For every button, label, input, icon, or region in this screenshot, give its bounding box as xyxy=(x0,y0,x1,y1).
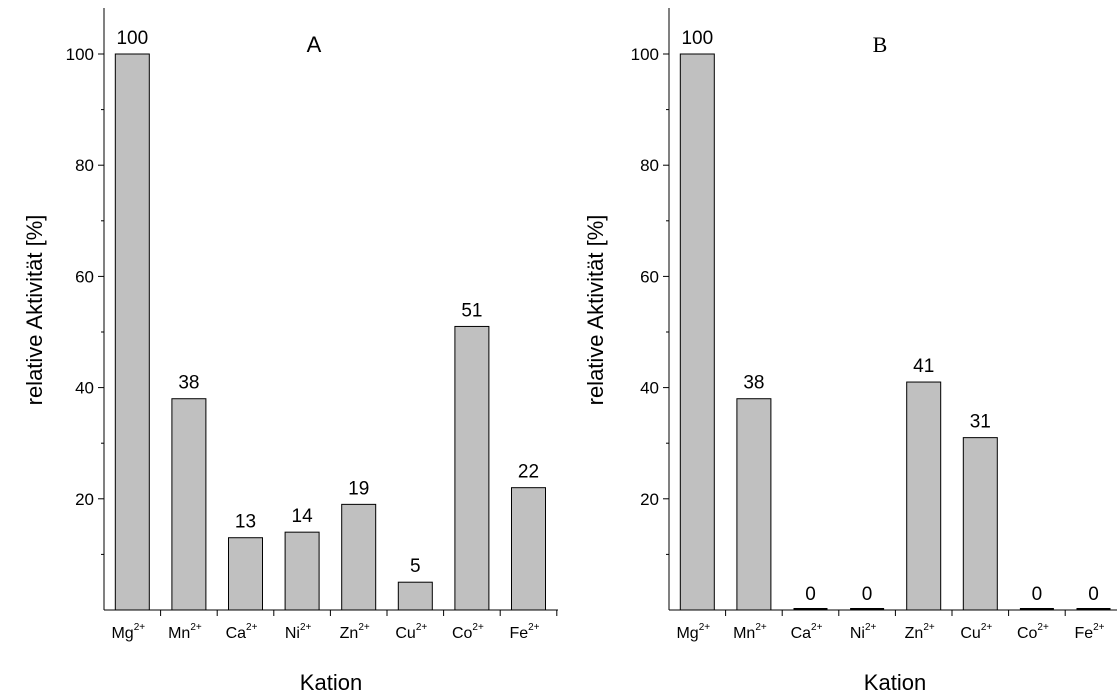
category-label-sup: 2+ xyxy=(246,622,258,633)
category-label: Zn2+ xyxy=(905,622,935,642)
data-label: 100 xyxy=(681,28,713,49)
data-label: 19 xyxy=(348,478,369,499)
category-label-sup: 2+ xyxy=(528,622,540,633)
bar-cu xyxy=(962,437,998,611)
category-label: Mn2+ xyxy=(168,622,202,642)
category-label: Co2+ xyxy=(1017,622,1049,642)
category-label-base: Fe xyxy=(509,625,528,642)
y-tick-label: 60 xyxy=(640,267,659,286)
data-label: 0 xyxy=(1032,584,1043,605)
category-label-base: Mn xyxy=(168,625,190,642)
category-label-base: Ca xyxy=(226,625,247,642)
category-label-base: Co xyxy=(452,625,473,642)
data-label: 31 xyxy=(970,412,991,433)
category-label: Cu2+ xyxy=(960,622,992,642)
y-tick-label: 40 xyxy=(75,379,94,398)
category-label-sup: 2+ xyxy=(755,622,767,633)
y-tick-label: 20 xyxy=(640,490,659,509)
category-label-base: Zn xyxy=(340,625,359,642)
y-tick-label: 100 xyxy=(631,45,659,64)
category-label-sup: 2+ xyxy=(358,622,370,633)
category-label: Ni2+ xyxy=(285,622,312,642)
category-label-sup: 2+ xyxy=(1093,622,1105,633)
chart-panel-b: 20406080100100Mg2+38Mn2+0Ca2+0Ni2+41Zn2+… xyxy=(583,8,1117,695)
bar-fe xyxy=(511,487,546,611)
category-label: Mn2+ xyxy=(733,622,767,642)
category-label: Co2+ xyxy=(452,622,484,642)
y-tick-label: 80 xyxy=(640,156,659,175)
category-label-sup: 2+ xyxy=(416,622,428,633)
category-label-sup: 2+ xyxy=(300,622,312,633)
category-label-base: Cu xyxy=(395,625,415,642)
panel-label: B xyxy=(873,32,888,57)
category-label-sup: 2+ xyxy=(190,622,202,633)
category-label: Fe2+ xyxy=(1074,622,1104,642)
category-label-sup: 2+ xyxy=(699,622,711,633)
category-label: Fe2+ xyxy=(509,622,539,642)
category-label-base: Ni xyxy=(850,625,865,642)
category-label-base: Co xyxy=(1017,625,1038,642)
category-label-base: Fe xyxy=(1074,625,1093,642)
bar-cu xyxy=(397,581,433,611)
bar-co xyxy=(454,325,490,611)
bar-ni xyxy=(284,531,320,611)
y-tick-label: 80 xyxy=(75,156,94,175)
y-axis-title: relative Aktivität [%] xyxy=(22,215,47,406)
category-label-sup: 2+ xyxy=(865,622,877,633)
data-label: 22 xyxy=(518,462,539,483)
category-label-sup: 2+ xyxy=(981,622,993,633)
category-label: Zn2+ xyxy=(340,622,370,642)
category-label-base: Ni xyxy=(285,625,300,642)
chart-panel-a: 20406080100100Mg2+38Mn2+13Ca2+14Ni2+19Zn… xyxy=(22,8,558,695)
bar-zn xyxy=(341,503,377,611)
category-label-base: Mg xyxy=(111,625,133,642)
category-label-base: Mg xyxy=(676,625,698,642)
data-label: 0 xyxy=(862,584,873,605)
category-label-base: Cu xyxy=(960,625,980,642)
category-label: Ca2+ xyxy=(226,622,258,642)
data-label: 0 xyxy=(1088,584,1099,605)
y-axis-title: relative Aktivität [%] xyxy=(583,215,608,406)
data-label: 5 xyxy=(410,556,421,577)
category-label-sup: 2+ xyxy=(134,622,146,633)
data-label: 0 xyxy=(805,584,816,605)
category-label: Cu2+ xyxy=(395,622,427,642)
x-axis-title: Kation xyxy=(300,670,362,695)
data-label: 38 xyxy=(178,373,199,394)
panel-label: A xyxy=(307,32,322,57)
bar-ca xyxy=(228,537,263,611)
category-label-sup: 2+ xyxy=(811,622,823,633)
category-label: Ni2+ xyxy=(850,622,877,642)
category-label-sup: 2+ xyxy=(923,622,935,633)
data-label: 100 xyxy=(116,28,148,49)
data-label: 51 xyxy=(461,300,482,321)
data-label: 13 xyxy=(235,512,256,533)
category-label: Mg2+ xyxy=(111,622,145,642)
category-label-sup: 2+ xyxy=(472,622,484,633)
data-label: 14 xyxy=(292,506,314,527)
data-label: 38 xyxy=(743,373,764,394)
data-label: 41 xyxy=(913,356,934,377)
y-tick-label: 40 xyxy=(640,379,659,398)
category-label: Ca2+ xyxy=(791,622,823,642)
bar-zn xyxy=(906,381,942,611)
bar-mn xyxy=(736,398,772,611)
bar-mg xyxy=(679,53,715,611)
bar-mg xyxy=(114,53,150,611)
y-tick-label: 100 xyxy=(66,45,94,64)
y-tick-label: 60 xyxy=(75,267,94,286)
x-axis-title: Kation xyxy=(864,670,926,695)
category-label-base: Zn xyxy=(905,625,924,642)
category-label-sup: 2+ xyxy=(1037,622,1049,633)
category-label: Mg2+ xyxy=(676,622,710,642)
y-tick-label: 20 xyxy=(75,490,94,509)
bar-mn xyxy=(171,398,207,611)
category-label-base: Ca xyxy=(791,625,812,642)
category-label-base: Mn xyxy=(733,625,755,642)
